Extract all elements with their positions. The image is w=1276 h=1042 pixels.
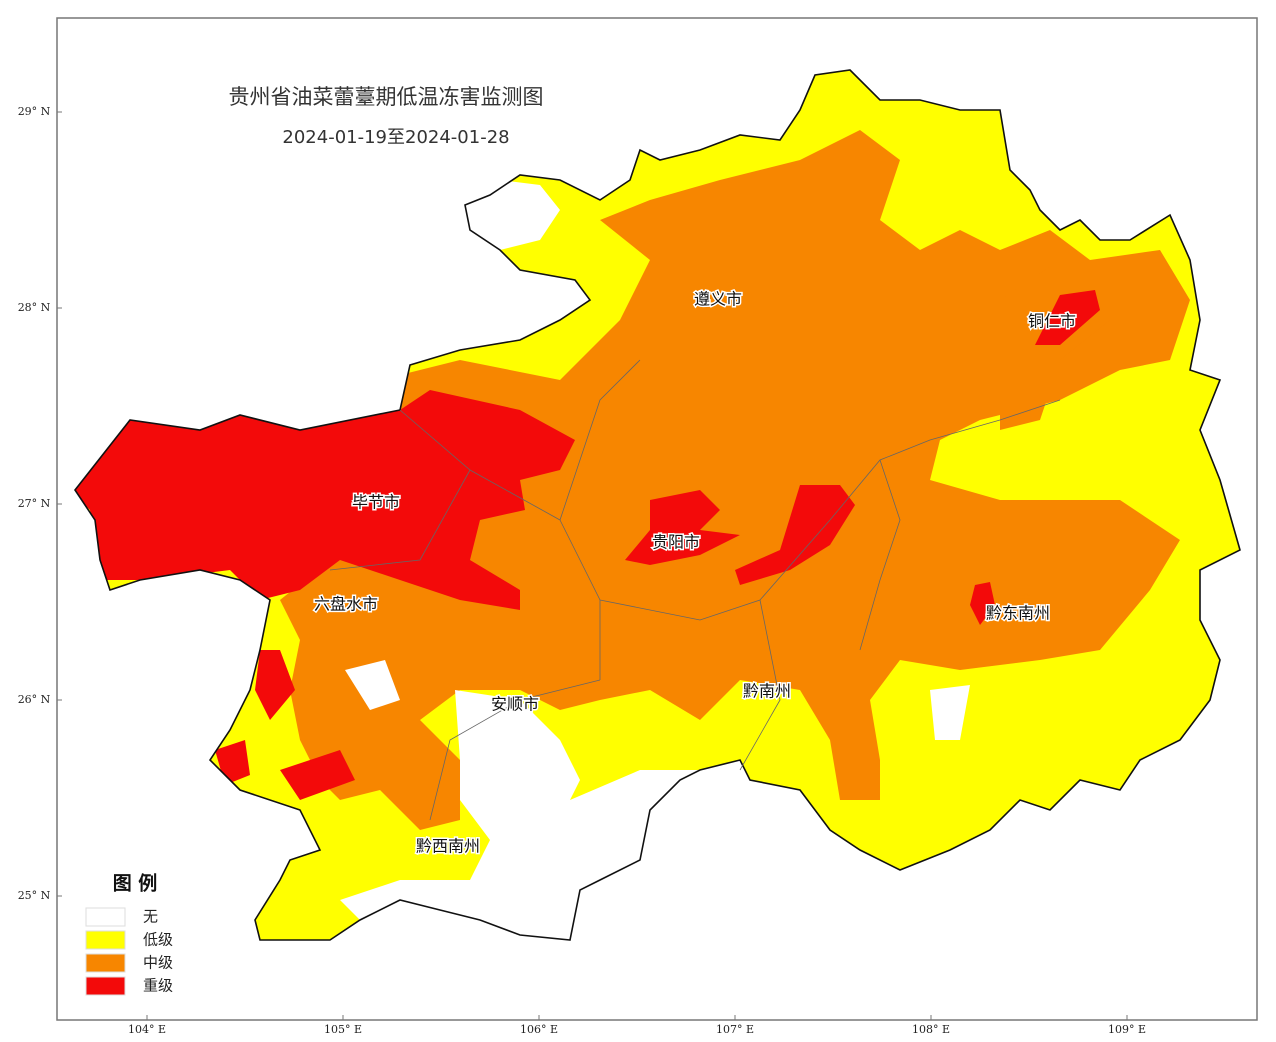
medium-level-area [280,130,1190,830]
latitude-label: 29° N [18,105,51,118]
severe-level-area [1035,290,1100,345]
no-damage-area [340,690,740,940]
longitude-label: 107° E [716,1023,754,1036]
legend-label: 低级 [143,931,173,949]
severe-level-area [75,390,575,610]
city-label: 黔南州 [743,682,791,701]
longitude-label: 108° E [912,1023,950,1036]
city-label: 黔东南州 [986,604,1050,623]
map-subtitle: 2024-01-19至2024-01-28 [282,127,509,148]
coordinate-labels: 29° N 28° N 27° N 26° N 25° N 104° E 105° E 106… [18,105,1146,1036]
severe-level-area [215,650,355,800]
legend-swatch [85,930,126,950]
prefecture-borders [329,359,1061,821]
city-label: 铜仁市 [1028,312,1076,331]
legend-label: 重级 [143,977,173,995]
legend-label: 中级 [143,954,173,972]
city-label: 毕节市 [352,493,400,512]
longitude-label: 104° E [128,1023,166,1036]
latitude-label: 25° N [18,889,51,902]
legend-swatch [85,953,126,973]
city-label: 遵义市 [694,290,742,309]
legend-title: 图 例 [113,872,158,895]
legend-label: 无 [143,908,158,926]
legend-swatch [85,907,126,927]
city-label: 黔西南州 [416,837,480,856]
city-label: 安顺市 [491,695,539,714]
city-label: 六盘水市 [314,595,378,614]
longitude-label: 109° E [1108,1023,1146,1036]
city-label: 贵阳市 [652,533,700,552]
latitude-label: 28° N [18,301,51,314]
severe-level-area [970,582,995,625]
longitude-label: 105° E [324,1023,362,1036]
severe-level-area [625,490,760,565]
map-title: 贵州省油菜蕾薹期低温冻害监测图 [229,85,544,109]
latitude-label: 27° N [18,497,51,510]
latitude-label: 26° N [18,693,51,706]
severe-level-area [735,485,855,585]
legend-swatch [85,976,126,996]
longitude-label: 106° E [520,1023,558,1036]
